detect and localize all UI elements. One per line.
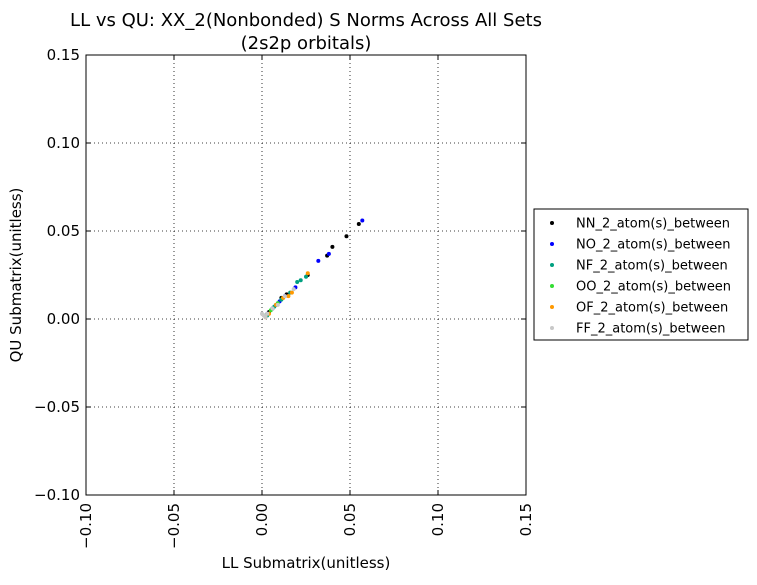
data-point xyxy=(286,294,291,299)
x-tick-label: 0.15 xyxy=(517,503,535,536)
x-tick-label: −0.10 xyxy=(77,503,95,549)
data-point xyxy=(330,244,335,249)
legend-marker xyxy=(550,221,554,225)
x-tick-label: 0.10 xyxy=(429,503,447,536)
chart-subtitle: (2s2p orbitals) xyxy=(241,33,372,54)
legend-entries: NN_2_atom(s)_between NO_2_atom(s)_between… xyxy=(550,217,731,337)
plot-frame xyxy=(85,54,527,496)
legend-label: OF_2_atom(s)_between xyxy=(576,301,728,316)
legend-frame xyxy=(533,208,749,341)
y-tick-label: −0.05 xyxy=(34,398,80,416)
y-tick-label: 0.15 xyxy=(47,46,80,64)
data-point xyxy=(298,278,303,283)
data-points xyxy=(260,218,365,320)
y-tick-label: −0.10 xyxy=(34,486,80,504)
legend-marker xyxy=(550,326,554,330)
legend-label: NN_2_atom(s)_between xyxy=(576,217,730,232)
data-point xyxy=(263,315,268,320)
x-tick-label: −0.05 xyxy=(165,503,183,549)
data-point xyxy=(289,290,294,295)
series-points xyxy=(260,287,296,320)
data-point xyxy=(282,294,287,299)
data-point xyxy=(270,306,275,311)
tick-labels: −0.10 −0.05 0.00 0.05 0.10 0.15 −0.10 −0.05 0.00… xyxy=(34,46,535,549)
data-point xyxy=(291,287,296,292)
legend-marker xyxy=(550,305,554,309)
data-point xyxy=(316,258,321,263)
x-tick-label: 0.00 xyxy=(253,503,271,536)
data-point xyxy=(304,274,308,279)
data-point xyxy=(275,302,280,307)
data-point xyxy=(344,234,349,239)
x-axis-label: LL Submatrix(unitless) xyxy=(222,554,391,572)
legend-label: NF_2_atom(s)_between xyxy=(576,259,728,274)
chart-title: LL vs QU: XX_2(Nonbonded) S Norms Across… xyxy=(70,10,542,31)
x-tick-label: 0.05 xyxy=(341,503,359,536)
legend-marker xyxy=(550,263,554,267)
data-point xyxy=(295,280,300,285)
y-tick-label: 0.00 xyxy=(47,310,80,328)
legend: NN_2_atom(s)_between NO_2_atom(s)_between… xyxy=(533,208,749,341)
y-axis-label: QU Submatrix(unitless) xyxy=(7,188,25,363)
data-point xyxy=(326,251,331,256)
legend-label: NO_2_atom(s)_between xyxy=(576,238,731,253)
legend-label: FF_2_atom(s)_between xyxy=(576,322,726,337)
grid-lines xyxy=(86,55,526,495)
y-tick-label: 0.05 xyxy=(47,222,80,240)
y-tick-label: 0.10 xyxy=(47,134,80,152)
data-point xyxy=(265,311,270,316)
data-point xyxy=(305,271,310,276)
legend-marker xyxy=(550,284,554,288)
legend-marker xyxy=(550,242,554,246)
data-point xyxy=(356,221,361,226)
legend-label: OO_2_atom(s)_between xyxy=(576,280,731,295)
data-point xyxy=(360,218,365,223)
